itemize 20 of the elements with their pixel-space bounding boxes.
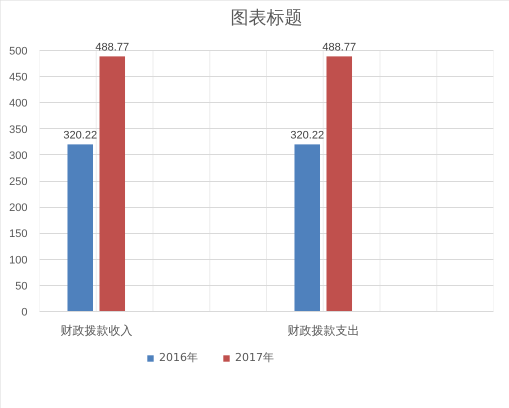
y-tick-label: 300 (9, 150, 28, 162)
data-label: 488.77 (322, 41, 356, 54)
y-tick-label: 50 (15, 280, 28, 292)
data-label: 488.77 (95, 41, 130, 54)
y-tick-label: 200 (9, 202, 28, 214)
data-label: 320.22 (290, 129, 324, 142)
y-tick-label: 100 (9, 254, 28, 266)
chart-title: 图表标题 (230, 8, 302, 28)
x-tick-label: 财政拨款收入 (60, 324, 132, 338)
y-tick-label: 250 (9, 176, 28, 188)
y-tick-label: 350 (9, 124, 28, 136)
y-tick-label: 500 (9, 46, 28, 58)
y-tick-label: 450 (9, 72, 28, 84)
legend-label: 2016年 (159, 350, 198, 365)
x-tick-label: 财政拨款支出 (287, 324, 360, 338)
y-tick-label: 400 (9, 98, 28, 110)
legend-label: 2017年 (235, 350, 274, 365)
y-tick-label: 0 (21, 306, 28, 318)
data-label: 320.22 (63, 129, 98, 142)
y-tick-label: 150 (9, 228, 28, 240)
